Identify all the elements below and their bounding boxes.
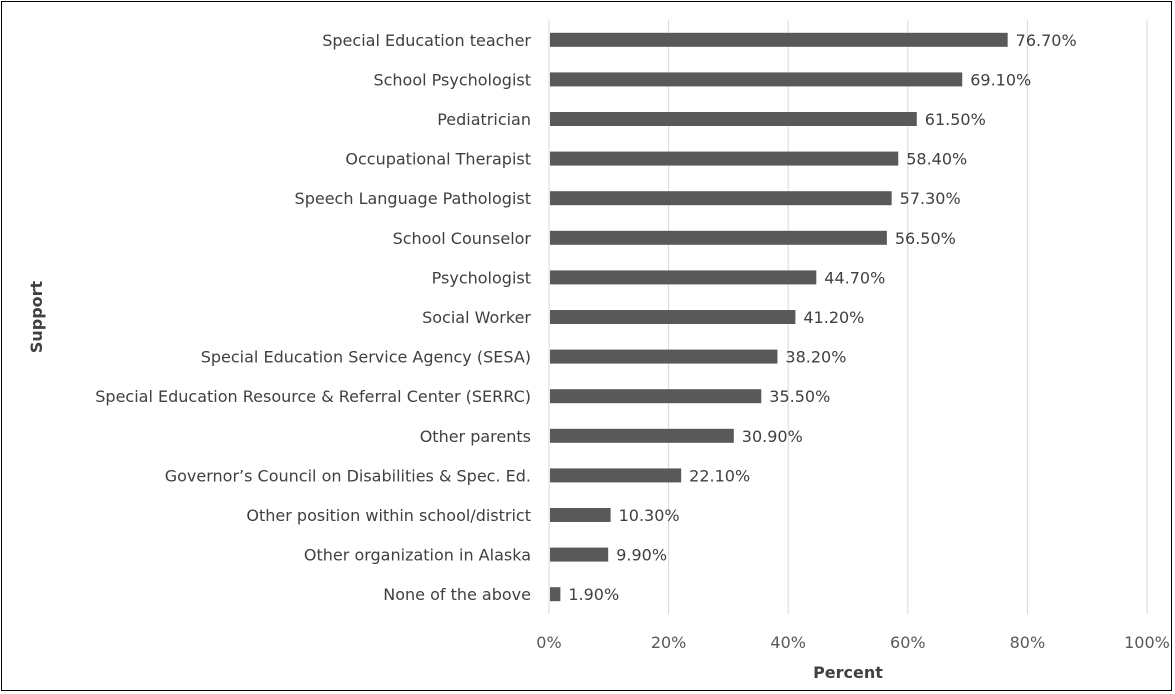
bar (550, 508, 611, 522)
x-tick-label: 40% (770, 633, 806, 652)
data-label: 10.30% (619, 506, 680, 525)
category-label: School Counselor (393, 229, 532, 248)
category-label: Occupational Therapist (345, 150, 531, 169)
data-label: 61.50% (925, 110, 986, 129)
category-label: Psychologist (432, 268, 531, 287)
data-label: 30.90% (742, 427, 803, 446)
x-tick-label: 20% (651, 633, 687, 652)
category-label: School Psychologist (373, 70, 531, 89)
y-axis-title: Support (27, 280, 46, 353)
category-label: Special Education Resource & Referral Ce… (95, 387, 531, 406)
data-label: 22.10% (689, 466, 750, 485)
bar (550, 389, 762, 404)
category-labels: Special Education teacher School Psycholo… (95, 31, 531, 604)
bars (550, 32, 1008, 602)
bar (550, 32, 1008, 47)
x-axis-title: Percent (813, 663, 883, 682)
data-label: 44.70% (824, 268, 885, 287)
data-label: 41.20% (803, 308, 864, 327)
bar (550, 587, 561, 602)
data-label: 56.50% (895, 229, 956, 248)
category-label: Social Worker (422, 308, 531, 327)
bar (550, 349, 778, 364)
data-labels: 76.70% 69.10% 61.50% 58.40% 57.30% 56.50% 44.7… (568, 31, 1076, 604)
category-label: None of the above (383, 585, 531, 604)
bar (550, 151, 899, 166)
category-label: Other position within school/district (246, 506, 531, 525)
category-label: Speech Language Pathologist (295, 189, 531, 208)
bar (550, 191, 892, 206)
bar (550, 230, 887, 245)
x-tick-labels: 0% 20% 40% 60% 80% 100% (536, 633, 1170, 652)
category-label: Pediatrician (437, 110, 531, 129)
bar (550, 270, 817, 285)
bar (550, 547, 609, 562)
data-label: 35.50% (769, 387, 830, 406)
data-label: 76.70% (1016, 31, 1077, 50)
bar (550, 72, 963, 87)
data-label: 1.90% (568, 585, 619, 604)
x-tick-label: 100% (1124, 633, 1170, 652)
category-label: Special Education Service Agency (SESA) (201, 348, 531, 367)
category-label: Other parents (420, 427, 531, 446)
data-label: 38.20% (785, 348, 846, 367)
x-tick-label: 60% (890, 633, 926, 652)
data-label: 58.40% (906, 150, 967, 169)
category-label: Governor’s Council on Disabilities & Spe… (165, 466, 531, 485)
bar (550, 112, 917, 126)
bar (550, 428, 734, 443)
category-label: Special Education teacher (322, 31, 531, 50)
bar (550, 310, 796, 324)
x-tick-label: 80% (1010, 633, 1046, 652)
data-label: 57.30% (900, 189, 961, 208)
x-tick-label: 0% (536, 633, 561, 652)
category-label: Other organization in Alaska (304, 546, 531, 565)
bar (550, 468, 682, 483)
data-label: 9.90% (616, 546, 667, 565)
data-label: 69.10% (970, 70, 1031, 89)
